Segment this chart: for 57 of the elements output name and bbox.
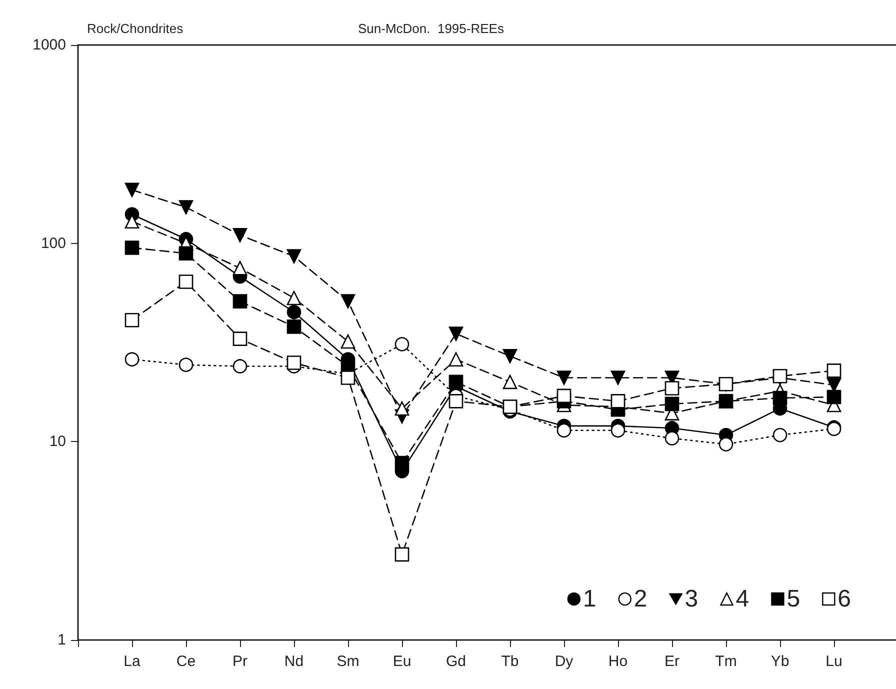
point (394, 547, 410, 562)
y-axis-title: Rock/Chondrites (87, 21, 184, 36)
point (286, 356, 302, 370)
point (286, 249, 302, 264)
x-tick-label: Tb (501, 653, 519, 670)
x-tick-label: Tm (715, 653, 737, 670)
point (448, 326, 464, 341)
point (610, 394, 626, 408)
y-tick-label: 100 (40, 234, 66, 252)
point (556, 423, 572, 438)
point (340, 294, 356, 308)
x-tick-label: Sm (336, 653, 360, 670)
point (664, 396, 680, 412)
point (124, 240, 140, 255)
y-tick-label: 1000 (32, 36, 66, 54)
y-tick-label: 10 (49, 433, 66, 450)
point (232, 228, 248, 242)
point (664, 381, 680, 396)
x-tick-label: Dy (554, 653, 574, 670)
point (232, 294, 248, 308)
point (610, 423, 626, 438)
point (448, 394, 464, 408)
point (178, 274, 194, 289)
point (826, 390, 842, 404)
x-tick-label: Eu (392, 653, 412, 670)
x-tick-label: Yb (770, 653, 790, 670)
y-tick-label: 1 (58, 632, 66, 648)
point (772, 368, 788, 384)
point (340, 370, 356, 385)
x-tick-label: Ho (608, 653, 628, 670)
chart-title: Sun-McDon. 1995-REEs (358, 21, 504, 36)
point (178, 200, 194, 214)
point (556, 370, 572, 385)
legend-label: 1 (582, 586, 596, 612)
point (448, 374, 464, 390)
point (502, 348, 518, 364)
legend-label: 4 (736, 586, 750, 612)
legend-label: 5 (786, 586, 800, 612)
x-tick-label: Gd (446, 653, 466, 670)
x-tick-label: Er (664, 653, 680, 670)
point (610, 370, 626, 385)
legend-label: 2 (634, 586, 648, 612)
point (232, 332, 248, 346)
x-tick-label: Lu (826, 653, 842, 670)
x-tick-label: La (124, 653, 141, 670)
x-tick-label: Nd (284, 653, 304, 670)
point (178, 246, 194, 261)
point (286, 320, 302, 334)
point (556, 388, 572, 404)
point (772, 390, 788, 406)
point (124, 182, 140, 198)
point (394, 456, 410, 470)
legend-label: 3 (684, 586, 698, 612)
point (286, 304, 302, 320)
x-tick-label: Ce (176, 653, 196, 670)
legend-label: 6 (838, 586, 852, 612)
x-tick-label: Pr (232, 653, 248, 670)
